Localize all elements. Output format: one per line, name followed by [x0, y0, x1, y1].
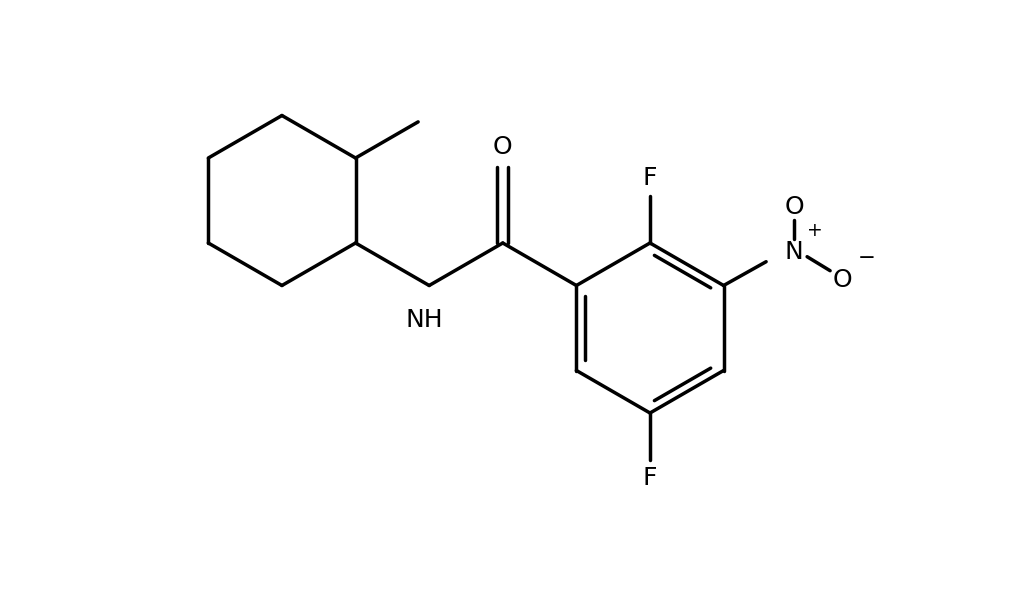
Text: +: + [806, 221, 822, 240]
Text: −: − [857, 248, 875, 268]
Text: N: N [784, 240, 803, 264]
Text: F: F [642, 166, 656, 190]
Text: O: O [492, 135, 513, 158]
Text: O: O [832, 268, 851, 292]
Text: F: F [642, 466, 656, 490]
Text: O: O [784, 195, 803, 219]
Text: NH: NH [405, 307, 442, 331]
